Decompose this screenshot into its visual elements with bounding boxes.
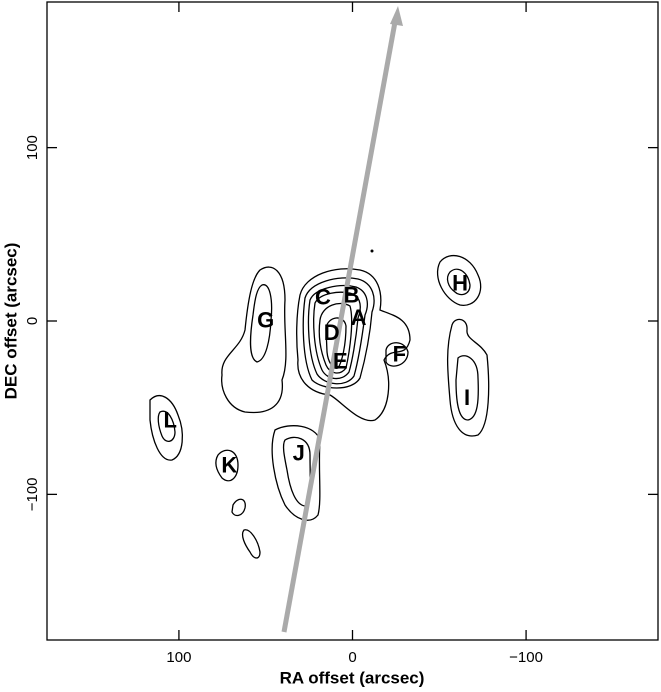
source-label: F bbox=[393, 341, 406, 366]
contour bbox=[231, 498, 246, 517]
contour bbox=[446, 318, 490, 437]
contour bbox=[302, 277, 375, 389]
contours bbox=[149, 249, 490, 559]
source-label: C bbox=[315, 284, 331, 309]
contour bbox=[307, 285, 368, 385]
source-label: A bbox=[351, 305, 367, 330]
y-tick-label: 100 bbox=[24, 135, 41, 160]
x-tick-label: 0 bbox=[348, 649, 356, 666]
arrow bbox=[281, 6, 403, 633]
source-label: E bbox=[333, 348, 348, 373]
y-axis-title: DEC offset (arcsec) bbox=[1, 243, 20, 400]
contour bbox=[271, 425, 321, 521]
y-tick-label: 0 bbox=[24, 317, 41, 325]
contour bbox=[313, 291, 361, 380]
contour bbox=[296, 268, 411, 422]
arrow-head bbox=[390, 6, 403, 26]
x-tick-label: 100 bbox=[166, 649, 191, 666]
source-label: B bbox=[344, 283, 360, 308]
contour bbox=[149, 395, 183, 461]
source-label: J bbox=[293, 440, 305, 465]
contour bbox=[436, 254, 482, 306]
source-label: K bbox=[221, 452, 237, 477]
source-label: H bbox=[452, 270, 468, 295]
contour-dot bbox=[370, 249, 374, 253]
contour bbox=[215, 449, 239, 482]
contour bbox=[249, 284, 273, 363]
source-label: I bbox=[464, 385, 470, 410]
source-label: G bbox=[257, 308, 274, 333]
contour bbox=[385, 342, 409, 367]
arrow-shaft bbox=[281, 21, 398, 633]
source-label: L bbox=[164, 407, 177, 432]
x-tick-label: −100 bbox=[509, 649, 543, 666]
source-label: D bbox=[324, 320, 340, 345]
contour bbox=[446, 268, 471, 296]
x-axis-title: RA offset (arcsec) bbox=[280, 668, 425, 687]
contour bbox=[157, 410, 176, 442]
y-tick-label: −100 bbox=[24, 477, 41, 511]
contour bbox=[455, 355, 479, 421]
contour bbox=[318, 302, 353, 374]
contour bbox=[241, 529, 261, 559]
contour bbox=[221, 266, 287, 414]
contour bbox=[325, 317, 347, 369]
